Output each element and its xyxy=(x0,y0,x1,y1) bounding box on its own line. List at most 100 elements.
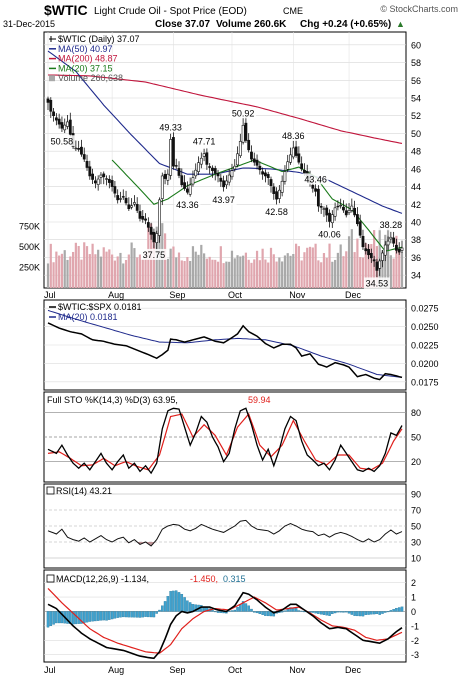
price-x-tick-label: Dec xyxy=(345,290,362,300)
price-y-tick-label: 40 xyxy=(411,218,421,228)
volume-bar xyxy=(91,243,94,288)
macd-histogram-bar xyxy=(166,596,170,612)
macd-histogram-bar xyxy=(264,611,267,616)
price-bar xyxy=(91,168,94,184)
price-bar xyxy=(135,197,139,214)
price-bar-body-down xyxy=(180,175,184,186)
macd-histogram-bar xyxy=(188,602,192,612)
price-bar-body-up xyxy=(160,175,164,199)
macd-histogram-bar xyxy=(66,611,69,624)
volume-bar xyxy=(71,251,75,288)
price-annotation-label: 48.36 xyxy=(282,131,305,141)
price-bar xyxy=(328,209,331,228)
price-bar xyxy=(364,242,368,255)
macd-histogram-bar xyxy=(266,611,270,617)
macd-histogram-bar xyxy=(113,611,117,619)
volume-bar xyxy=(398,249,401,288)
price-bar xyxy=(286,154,290,173)
price-annotation-label: 43.97 xyxy=(212,195,235,205)
price-bar xyxy=(389,231,393,244)
volume-bar xyxy=(250,262,253,288)
macd-legend-swatch xyxy=(46,574,55,583)
volume-bar xyxy=(356,238,359,288)
price-bar xyxy=(77,140,81,152)
price-bar xyxy=(227,168,231,186)
price-x-tick-label: Oct xyxy=(228,290,243,300)
price-bar-body-down xyxy=(319,205,323,208)
macd-histogram-bar xyxy=(322,611,326,615)
macd-histogram-bar xyxy=(102,611,105,621)
price-y-tick-label: 44 xyxy=(411,182,421,192)
change-up-arrow-icon: ▲ xyxy=(396,19,405,29)
price-bar-body-down xyxy=(244,122,248,141)
watermark: © StockCharts.com xyxy=(380,4,458,14)
macd-histogram-bar xyxy=(108,611,111,620)
price-bar-body-down xyxy=(297,153,301,163)
volume-bar xyxy=(141,259,144,288)
bottom-x-tick-label: Aug xyxy=(108,665,124,675)
price-bar-body-down xyxy=(364,248,368,252)
price-bar xyxy=(52,107,55,122)
price-bar xyxy=(110,175,114,192)
price-annotation-bg xyxy=(316,228,343,240)
macd-histogram-bar xyxy=(280,611,284,613)
macd-histogram-bar xyxy=(317,611,320,614)
price-bar-body-down xyxy=(60,122,64,129)
volume-bar xyxy=(202,253,206,288)
price-annotation-label: 42.58 xyxy=(265,207,288,217)
volume-bar xyxy=(247,259,250,288)
macd-histogram-bar xyxy=(258,611,262,615)
price-bar xyxy=(141,209,145,223)
price-bar xyxy=(208,163,212,174)
volume-bar xyxy=(130,242,133,288)
price-bar xyxy=(166,169,170,186)
volume-bar xyxy=(347,236,351,288)
macd-histogram-bar xyxy=(99,611,103,621)
price-bar-body-up xyxy=(383,244,387,256)
price-bar xyxy=(105,175,108,186)
macd-legend-histogram-value: 0.315 xyxy=(223,574,246,584)
macd-histogram-bar xyxy=(314,611,317,614)
volume-bar xyxy=(350,229,353,288)
macd-histogram-bar xyxy=(219,611,223,613)
price-bar xyxy=(386,236,390,250)
price-annotation-bg xyxy=(377,219,404,231)
volume-bar xyxy=(292,254,295,288)
header-change: Chg +0.24 (+0.65%) xyxy=(300,19,391,30)
price-bar-body-down xyxy=(205,152,209,165)
macd-histogram-bar xyxy=(216,611,220,613)
macd-histogram-bar xyxy=(300,610,303,612)
macd-histogram-bar xyxy=(333,611,337,614)
price-bar xyxy=(177,161,181,179)
volume-bar xyxy=(314,243,317,288)
stochastic-y-tick-label: 50 xyxy=(411,433,421,443)
volume-bar xyxy=(66,259,69,288)
price-bar xyxy=(96,175,100,191)
volume-bar xyxy=(395,235,398,288)
macd-histogram-bar xyxy=(172,590,175,612)
price-bar-body-down xyxy=(91,173,94,180)
price-bar-body-down xyxy=(80,146,83,155)
volume-bar xyxy=(253,259,256,288)
macd-line xyxy=(47,591,403,660)
price-bar xyxy=(344,203,348,218)
volume-bar xyxy=(283,255,287,288)
price-bar-body-down xyxy=(252,158,256,163)
volume-tick-label: 250K xyxy=(19,263,40,273)
price-bar xyxy=(169,133,173,180)
volume-bar xyxy=(152,232,156,288)
macd-y-tick-label: 1 xyxy=(411,593,416,603)
price-x-axis: Jul Aug Sep Oct Nov Dec xyxy=(44,290,362,300)
price-bar xyxy=(188,177,192,197)
macd-histogram-bar xyxy=(358,611,362,617)
price-bar xyxy=(158,197,161,243)
rsi-legend-swatch xyxy=(46,486,55,495)
price-bar xyxy=(381,249,384,268)
volume-bar xyxy=(325,257,328,288)
macd-series: -3 -2 -1 0 1 2 MACD(12,26,9) -1.134, -1.450, 0.3… xyxy=(44,574,419,660)
volume-bar xyxy=(278,257,281,288)
macd-histogram-bar xyxy=(169,591,172,612)
price-bar-body-down xyxy=(258,165,262,171)
legend-ma20: MA(20) 37.15 xyxy=(58,63,113,73)
